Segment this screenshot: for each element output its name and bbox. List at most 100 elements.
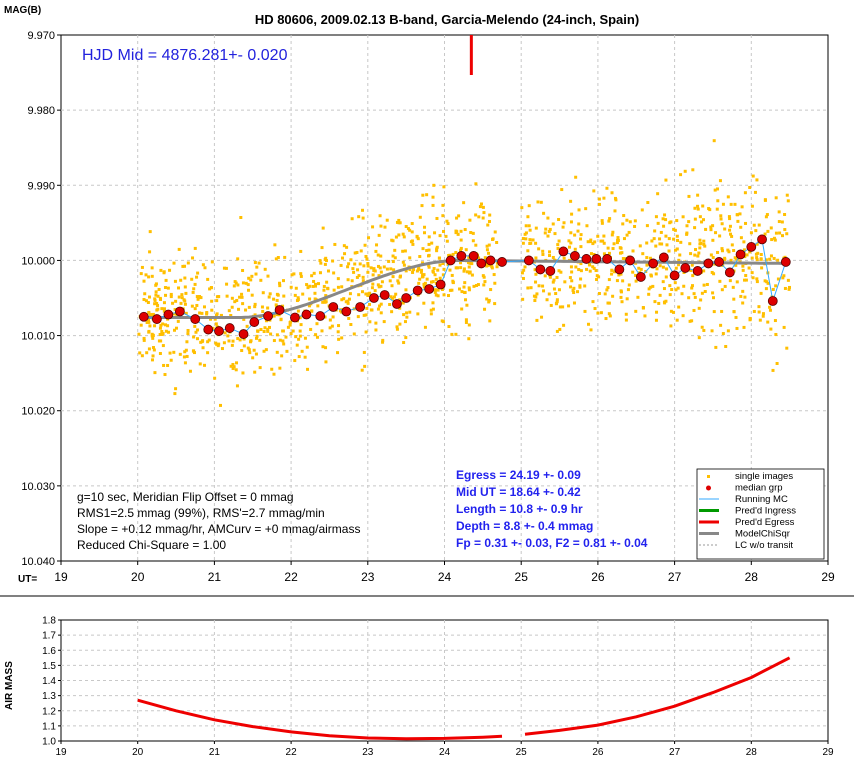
single-image-point (670, 287, 674, 291)
single-image-point (711, 296, 715, 300)
single-image-point (678, 253, 682, 257)
single-image-point (592, 189, 596, 193)
single-image-point (231, 339, 235, 343)
single-image-point (579, 269, 583, 273)
single-image-point (569, 285, 573, 289)
single-image-point (709, 253, 713, 257)
single-image-point (445, 239, 449, 243)
single-image-point (273, 243, 277, 247)
single-image-point (702, 328, 706, 332)
single-image-point (739, 236, 743, 240)
single-image-point (397, 221, 401, 225)
single-image-point (711, 238, 715, 242)
single-image-point (337, 337, 341, 341)
single-image-point (688, 242, 692, 246)
single-image-point (454, 251, 458, 255)
single-image-point (768, 308, 772, 312)
single-image-point (611, 247, 615, 251)
single-image-point (780, 220, 784, 224)
single-image-point (240, 349, 244, 353)
single-image-point (348, 292, 352, 296)
single-image-point (738, 212, 742, 216)
single-image-point (402, 313, 406, 317)
single-image-point (764, 258, 768, 262)
single-image-point (275, 333, 279, 337)
single-image-point (148, 230, 152, 234)
median-group-point (468, 251, 479, 261)
single-image-point (748, 250, 752, 254)
single-image-point (723, 284, 727, 288)
single-image-point (402, 235, 406, 239)
single-image-point (554, 292, 558, 296)
single-image-point (750, 204, 754, 208)
single-image-point (420, 204, 424, 208)
single-image-point (419, 270, 423, 274)
single-image-point (468, 270, 472, 274)
single-image-point (551, 255, 555, 259)
single-image-point (168, 268, 172, 272)
single-image-point (488, 213, 492, 217)
single-image-point (340, 336, 344, 340)
single-image-point (671, 310, 675, 314)
single-image-point (596, 234, 600, 238)
single-image-point (222, 341, 226, 345)
single-image-point (297, 355, 301, 359)
single-image-point (526, 215, 530, 219)
single-image-point (534, 256, 538, 260)
single-image-point (213, 317, 217, 321)
single-image-point (698, 242, 702, 246)
model-chisqr-line (145, 258, 790, 319)
single-image-point (404, 269, 408, 273)
single-image-point (696, 207, 700, 211)
single-image-point (340, 298, 344, 302)
single-image-point (246, 346, 250, 350)
single-image-point (262, 330, 266, 334)
single-image-point (627, 283, 631, 287)
single-image-point (680, 292, 684, 296)
single-image-point (476, 283, 480, 287)
single-image-point (147, 310, 151, 314)
single-image-point (659, 230, 663, 234)
single-image-point (748, 185, 752, 189)
single-image-point (154, 293, 158, 297)
single-image-point (207, 338, 211, 342)
single-image-point (611, 294, 615, 298)
single-image-point (188, 369, 192, 373)
single-image-point (185, 354, 189, 358)
median-group-point (315, 311, 326, 321)
single-image-point (693, 295, 697, 299)
single-image-point (266, 327, 270, 331)
single-image-point (600, 219, 604, 223)
single-image-point (360, 290, 364, 294)
single-image-point (748, 317, 752, 321)
single-image-point (167, 330, 171, 334)
single-image-point (742, 240, 746, 244)
single-image-point (723, 227, 727, 231)
single-image-point (158, 351, 162, 355)
single-image-point (349, 258, 353, 262)
single-image-point (577, 222, 581, 226)
single-image-point (215, 295, 219, 299)
single-image-point (421, 275, 425, 279)
single-image-point (398, 298, 402, 302)
single-image-point (159, 268, 163, 272)
single-image-point (347, 316, 351, 320)
single-image-point (285, 349, 289, 353)
info-line: Reduced Chi-Square = 1.00 (77, 538, 226, 552)
single-image-point (195, 303, 199, 307)
single-image-point (324, 300, 328, 304)
x-tick-label: 21 (209, 747, 221, 758)
single-image-point (303, 336, 307, 340)
single-image-point (298, 316, 302, 320)
single-image-point (467, 288, 471, 292)
median-group-point (476, 258, 487, 269)
median-group-points (138, 234, 791, 339)
single-image-point (213, 376, 217, 380)
median-group-point (523, 255, 534, 266)
single-image-point (286, 325, 290, 329)
single-image-point (687, 296, 691, 300)
single-image-point (763, 232, 767, 236)
single-image-point (253, 305, 257, 309)
single-image-point (235, 361, 239, 365)
single-image-point (385, 218, 389, 222)
